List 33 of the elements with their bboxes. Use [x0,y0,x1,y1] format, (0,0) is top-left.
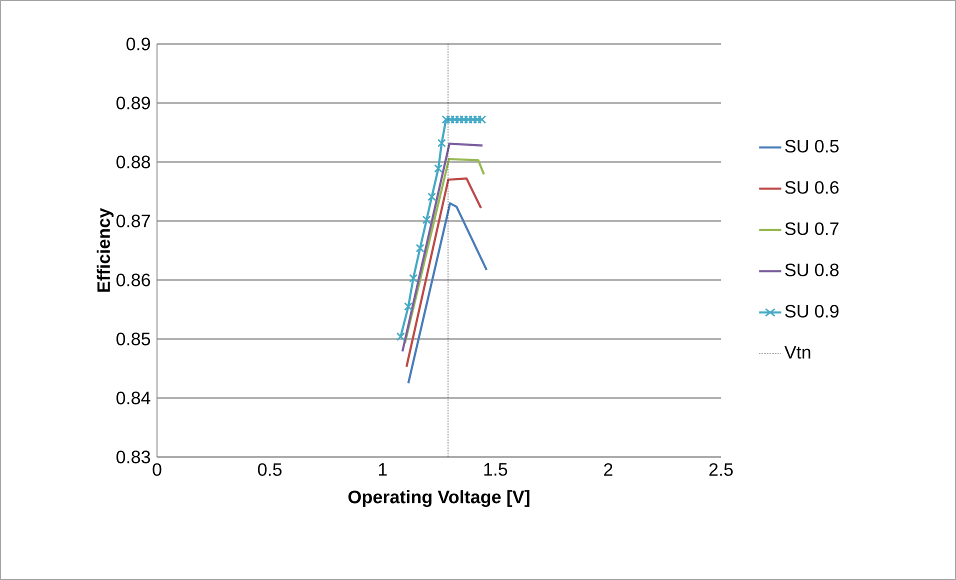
y-axis-title: Efficiency [96,208,114,292]
line-series [405,177,482,368]
point [404,302,413,311]
legend-label: SU 0.9 [785,304,838,318]
y-tick-label: 0.87 [116,214,150,228]
y-tick-label: 0.83 [116,450,150,464]
point [416,244,424,252]
y-tick-label: 0.85 [116,332,150,346]
y-tick-label: 0.88 [116,156,150,168]
legend-label: SU 0.7 [785,222,838,236]
x-tick-label: 1 [378,463,387,476]
line-series [404,158,486,344]
x-tick-label: 1.5 [484,463,508,476]
legend-label: SU 0.6 [785,181,839,194]
line-series [407,202,488,384]
x-tick-label: 2.5 [709,463,733,476]
y-tick-label: 0.84 [116,392,150,404]
x-tick-label: 2 [604,463,612,476]
y-tick-label: 0.86 [116,274,150,286]
point [434,164,443,173]
x-tick-label: 0.5 [258,463,282,476]
x-axis-title: Operating Voltage [V] [348,490,530,507]
point [428,192,436,202]
point [422,216,431,224]
legend-label: SU 0.5 [785,140,839,153]
legend-label: Vtn [784,346,810,359]
point [437,138,446,148]
point [396,332,405,341]
y-tick-label: 0.89 [116,96,150,110]
legend-label: SU 0.8 [785,264,839,276]
point [409,274,418,282]
y-tick-label: 0.9 [126,38,150,50]
x-tick-label: 0 [152,463,162,476]
